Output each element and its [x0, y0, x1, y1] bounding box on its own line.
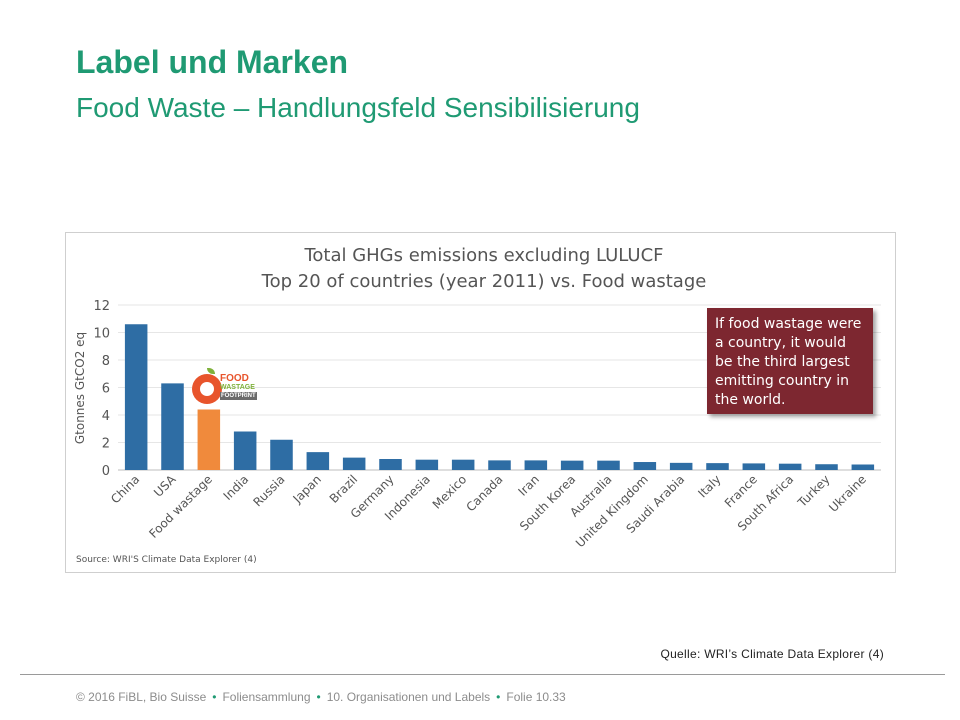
chart-source: Source: WRI'S Climate Data Explorer (4): [76, 555, 257, 565]
bullet-icon: •: [496, 690, 501, 704]
bar-china: [124, 324, 148, 470]
source-credit: Quelle: WRI’s Climate Data Explorer (4): [660, 647, 884, 661]
leaf-icon: [207, 368, 215, 374]
bar-turkey: [815, 464, 838, 470]
bar-japan: [306, 452, 330, 470]
logo-text-line-1: FOOD: [220, 373, 249, 384]
bullet-icon: •: [316, 690, 321, 704]
logo-text-line-3: FOOTPRINT: [220, 392, 257, 400]
y-tick-label: 8: [102, 354, 110, 369]
chart-figure: Total GHGs emissions excluding LULUCF To…: [65, 232, 896, 573]
y-tick-labels: 0 2 4 6 8 10 12: [93, 299, 110, 479]
footer-divider: [20, 674, 945, 675]
chart-title-line-2: Top 20 of countries (year 2011) vs. Food…: [261, 271, 707, 292]
x-tick-label: Japan: [290, 472, 324, 506]
slide-title: Label und Marken: [76, 44, 349, 80]
y-axis-label: Gtonnes GtCO2 eq: [73, 332, 87, 444]
annotation-callout: If food wastage were a country, it would…: [707, 308, 873, 414]
bar-mexico: [451, 459, 475, 470]
footer-collection: Foliensammlung: [222, 690, 311, 704]
apple-icon: [192, 374, 222, 404]
food-wastage-footprint-logo: FOOD WASTAGE FOOTPRINT: [192, 368, 258, 408]
slide-subtitle: Food Waste – Handlungsfeld Sensibilisier…: [76, 92, 640, 123]
bullet-icon: •: [212, 690, 217, 704]
bar-germany: [379, 459, 402, 470]
footer-copyright: © 2016 FiBL, Bio Suisse: [76, 690, 207, 704]
x-tick-label: Brazil: [327, 472, 361, 506]
x-tick-label: Canada: [463, 472, 505, 514]
bar-italy: [706, 463, 729, 470]
x-tick-label: China: [108, 472, 142, 506]
x-tick-label: India: [221, 472, 252, 503]
y-tick-label: 2: [102, 437, 110, 452]
y-tick-label: 12: [93, 299, 110, 314]
x-tick-label: USA: [151, 472, 179, 500]
chart-title-line-1: Total GHGs emissions excluding LULUCF: [303, 245, 663, 266]
bar-canada: [488, 460, 511, 470]
y-tick-label: 0: [102, 464, 110, 479]
bar-brazil: [342, 457, 366, 470]
x-tick-label: Food wastage: [146, 472, 215, 541]
bars: [124, 324, 875, 470]
bar-australia: [597, 460, 620, 470]
footer: © 2016 FiBL, Bio Suisse • Foliensammlung • 1…: [76, 690, 566, 704]
footer-slide-number: Folie 10.33: [506, 690, 566, 704]
y-tick-label: 6: [102, 382, 110, 397]
bar-united-kingdom: [633, 462, 657, 470]
bar-usa: [161, 383, 184, 470]
bar-india: [233, 431, 257, 470]
y-tick-label: 10: [93, 327, 110, 342]
bar-saudi-arabia: [669, 462, 693, 470]
bar-indonesia: [415, 459, 439, 470]
bar-south-korea: [560, 460, 584, 470]
x-tick-label: Ukraine: [826, 472, 869, 515]
x-tick-label: Iran: [515, 472, 541, 498]
y-tick-label: 4: [102, 409, 110, 424]
bar-france: [742, 463, 766, 470]
bar-chart: Total GHGs emissions excluding LULUCF To…: [73, 245, 881, 565]
bar-south-africa: [778, 463, 802, 470]
bar-ukraine: [851, 464, 875, 470]
x-tick-label: Italy: [695, 472, 723, 500]
bar-iran: [524, 460, 548, 470]
bar-russia: [270, 439, 293, 470]
x-tick-label: Russia: [250, 472, 287, 509]
logo-text-line-2: WASTAGE: [220, 384, 255, 391]
bar-food-wastage: [197, 409, 221, 470]
footer-chapter: 10. Organisationen und Labels: [326, 690, 491, 704]
